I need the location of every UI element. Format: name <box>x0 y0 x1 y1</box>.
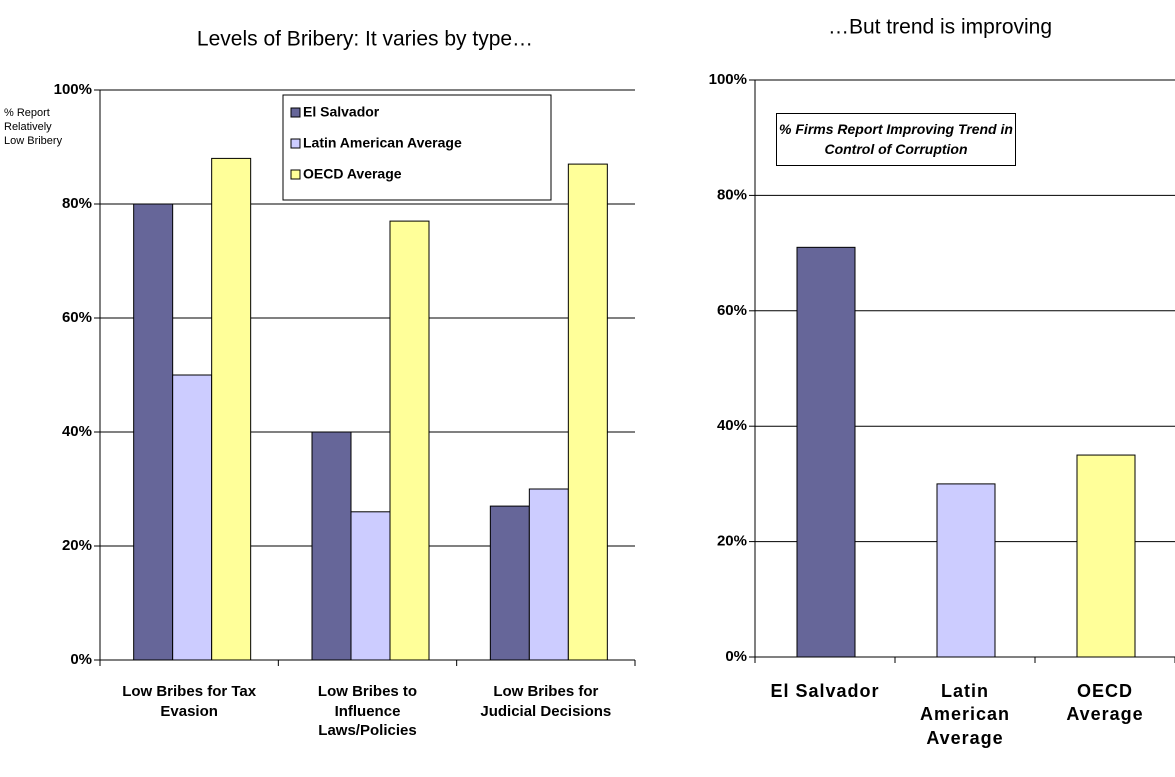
legend-swatch <box>290 169 301 180</box>
legend-label: Latin American Average <box>303 135 462 151</box>
chart-title: …But trend is improving <box>828 16 1052 39</box>
bar <box>311 431 352 661</box>
legend-label: OECD Average <box>303 166 402 182</box>
y-tick-label: 0% <box>725 648 747 665</box>
legend-swatch <box>290 107 301 118</box>
y-tick-label: 40% <box>717 417 747 434</box>
y-tick-label: 0% <box>70 651 92 668</box>
bar <box>172 374 213 661</box>
y-tick-label: 80% <box>62 195 92 212</box>
y-axis-label: % Report Relatively Low Bribery <box>4 107 63 147</box>
x-tick-label: Low Bribes for Tax Evasion <box>122 683 257 720</box>
x-tick-label: El Salvador <box>770 681 880 701</box>
bar <box>567 163 608 661</box>
legend-label: El Salvador <box>303 104 380 120</box>
y-tick-label: 80% <box>717 186 747 203</box>
x-tick-label: Low Bribes for Judicial Decisions <box>480 683 612 720</box>
annotation: % Firms Report Improving Trend in Contro… <box>776 113 1016 167</box>
y-tick-label: 60% <box>62 309 92 326</box>
y-tick-label: 100% <box>54 81 92 98</box>
bar <box>936 483 996 658</box>
legend-box <box>282 94 552 201</box>
bar <box>796 246 856 658</box>
x-tick-label: Low Bribes to Influence Laws/Policies <box>317 683 418 739</box>
chart-title: Levels of Bribery: It varies by type… <box>197 28 533 51</box>
bar <box>389 220 430 661</box>
y-tick-label: 20% <box>62 537 92 554</box>
bar <box>211 157 252 661</box>
bar <box>489 505 530 661</box>
y-tick-label: 20% <box>717 533 747 550</box>
x-tick-label: OECD Average <box>1066 681 1144 725</box>
bar <box>133 203 174 661</box>
bar <box>350 511 391 661</box>
y-tick-label: 100% <box>709 71 747 88</box>
x-tick-label: Latin American Average <box>919 681 1011 748</box>
bar <box>528 488 569 661</box>
bar <box>1076 454 1136 658</box>
y-tick-label: 60% <box>717 302 747 319</box>
legend-swatch <box>290 138 301 149</box>
y-tick-label: 40% <box>62 423 92 440</box>
